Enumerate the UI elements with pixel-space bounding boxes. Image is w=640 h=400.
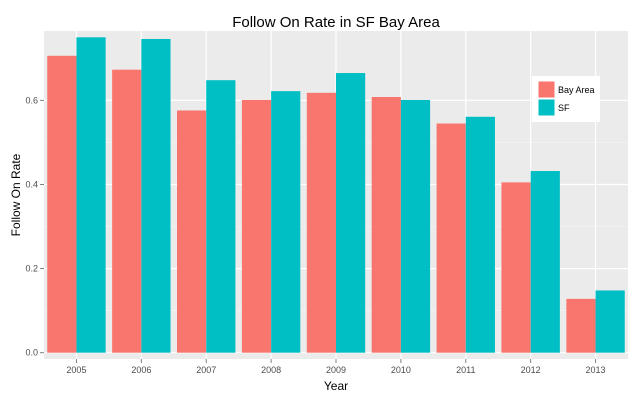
legend: Bay Area SF <box>532 76 600 122</box>
bar-bay-area-2007 <box>177 110 207 353</box>
x-tick-label: 2013 <box>586 365 606 375</box>
bar-bay-area-2010 <box>371 97 401 353</box>
y-tick-label: 0.6 <box>25 95 38 105</box>
bar-sf-2013 <box>595 290 625 353</box>
bar-bay-area-2011 <box>436 123 466 353</box>
legend-key-bay-area <box>537 80 556 99</box>
y-axis-ticks: 0.0 0.2 0.4 0.6 <box>25 95 44 358</box>
bar-sf-2012 <box>530 171 560 353</box>
legend-label-sf: SF <box>558 103 570 113</box>
bar-sf-2005 <box>76 37 106 353</box>
x-tick-label: 2010 <box>391 365 411 375</box>
x-tick-label: 2011 <box>456 365 475 375</box>
bar-bay-area-2013 <box>566 298 596 353</box>
x-tick-label: 2009 <box>326 365 346 375</box>
y-tick-label: 0.0 <box>25 348 38 358</box>
x-tick-label: 2006 <box>131 365 151 375</box>
x-axis-title: Year <box>324 379 348 393</box>
bar-sf-2008 <box>271 91 301 353</box>
y-axis-title: Follow On Rate <box>9 153 23 236</box>
bar-sf-2011 <box>465 116 495 353</box>
y-tick-label: 0.2 <box>25 264 38 274</box>
bar-sf-2007 <box>206 80 236 353</box>
x-axis-ticks: 2005 2006 2007 2008 2009 2010 2011 2012 2013 <box>66 359 606 375</box>
bar-sf-2006 <box>141 38 171 353</box>
x-tick-label: 2007 <box>196 365 216 375</box>
legend-key-sf <box>537 98 556 117</box>
x-tick-label: 2008 <box>261 365 281 375</box>
bar-bay-area-2009 <box>306 92 336 353</box>
x-tick-label: 2005 <box>66 365 86 375</box>
bar-sf-2010 <box>400 99 431 353</box>
bar-bay-area-2008 <box>241 99 272 353</box>
y-tick-label: 0.4 <box>25 179 38 189</box>
x-tick-label: 2012 <box>521 365 541 375</box>
bar-bay-area-2005 <box>47 55 77 353</box>
bar-bay-area-2012 <box>501 182 531 353</box>
bar-sf-2009 <box>336 73 366 353</box>
legend-label-bay-area: Bay Area <box>558 85 595 95</box>
chart-title: Follow On Rate in SF Bay Area <box>232 14 440 31</box>
bars <box>47 37 625 353</box>
bar-bay-area-2006 <box>112 69 142 353</box>
